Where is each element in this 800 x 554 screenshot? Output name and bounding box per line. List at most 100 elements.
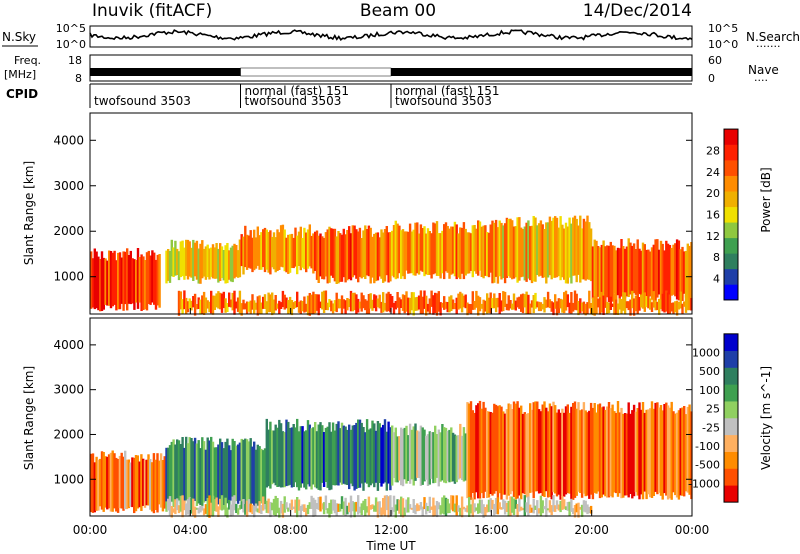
data-column xyxy=(296,418,299,488)
data-column xyxy=(414,505,417,515)
data-column xyxy=(430,233,433,279)
data-column xyxy=(439,233,442,279)
data-column xyxy=(335,503,338,516)
data-column xyxy=(133,457,136,514)
data-column xyxy=(548,500,552,513)
data-column xyxy=(339,428,342,483)
data-column xyxy=(181,299,184,314)
data-column xyxy=(627,402,630,498)
data-column xyxy=(317,497,320,510)
colorbar-tick-label: 100 xyxy=(699,384,720,397)
data-column xyxy=(631,290,634,309)
data-column xyxy=(649,298,652,310)
data-column xyxy=(410,292,414,311)
data-column xyxy=(201,240,204,279)
data-column xyxy=(405,291,408,312)
data-column xyxy=(355,501,358,512)
data-column xyxy=(373,233,376,284)
data-column xyxy=(337,298,340,309)
data-column xyxy=(507,500,510,517)
data-column xyxy=(154,459,157,510)
data-column xyxy=(539,302,543,312)
colorbar-swatch xyxy=(724,417,738,436)
data-column xyxy=(423,497,426,510)
data-column xyxy=(299,505,302,518)
data-column xyxy=(324,427,328,482)
data-column xyxy=(677,410,681,500)
data-column xyxy=(228,445,231,507)
data-column xyxy=(127,255,131,304)
data-column xyxy=(224,441,227,502)
data-column xyxy=(317,235,320,283)
data-column xyxy=(394,220,397,280)
data-column xyxy=(374,497,378,512)
data-column xyxy=(226,438,229,504)
data-column xyxy=(475,507,478,511)
data-column xyxy=(315,294,319,311)
data-column xyxy=(398,297,401,315)
data-column xyxy=(97,256,100,311)
data-column xyxy=(340,295,344,314)
data-column xyxy=(306,295,310,316)
data-column xyxy=(675,239,679,300)
data-column xyxy=(582,402,586,494)
data-column xyxy=(192,239,195,281)
data-column xyxy=(428,431,431,485)
data-column xyxy=(546,222,550,278)
data-column xyxy=(199,243,202,284)
data-column xyxy=(328,299,331,308)
data-column xyxy=(654,300,657,311)
data-column xyxy=(263,227,267,273)
data-column xyxy=(342,299,345,309)
data-column xyxy=(127,459,130,509)
data-column xyxy=(468,403,471,500)
data-column xyxy=(374,430,378,483)
data-column xyxy=(489,224,492,273)
data-column xyxy=(238,290,242,314)
data-column xyxy=(537,508,541,514)
data-column xyxy=(516,297,519,308)
data-column xyxy=(425,233,428,275)
data-column xyxy=(679,408,682,496)
data-column xyxy=(172,508,175,513)
data-column xyxy=(342,501,345,515)
data-column xyxy=(521,413,525,494)
data-column xyxy=(258,446,261,502)
data-column xyxy=(570,406,573,500)
data-column xyxy=(690,242,693,299)
data-column xyxy=(188,437,191,508)
data-column xyxy=(156,453,159,513)
data-column xyxy=(312,233,315,274)
colorbar-tick-label: -500 xyxy=(695,459,720,472)
data-column xyxy=(613,411,616,493)
data-column xyxy=(147,250,150,304)
data-column xyxy=(195,304,199,310)
data-column xyxy=(417,233,421,275)
data-column xyxy=(333,430,337,486)
data-column xyxy=(122,456,125,511)
data-column xyxy=(380,507,383,517)
data-column xyxy=(177,251,181,281)
data-column xyxy=(460,293,464,313)
data-column xyxy=(254,449,258,509)
data-column xyxy=(211,244,215,279)
data-column xyxy=(342,228,345,278)
data-column xyxy=(276,229,279,271)
data-column xyxy=(557,409,560,495)
data-column xyxy=(279,225,283,267)
data-column xyxy=(412,292,415,316)
data-column xyxy=(640,409,643,495)
data-column xyxy=(686,243,689,299)
data-column xyxy=(283,294,286,310)
data-column xyxy=(328,226,331,283)
data-column xyxy=(195,443,199,506)
freq-series xyxy=(90,67,692,77)
data-column xyxy=(303,296,306,313)
data-column xyxy=(113,250,116,305)
data-column xyxy=(99,458,102,507)
data-column xyxy=(186,499,190,515)
data-column xyxy=(489,498,492,513)
data-column xyxy=(183,247,186,280)
data-column xyxy=(364,225,367,279)
data-column xyxy=(577,225,580,275)
